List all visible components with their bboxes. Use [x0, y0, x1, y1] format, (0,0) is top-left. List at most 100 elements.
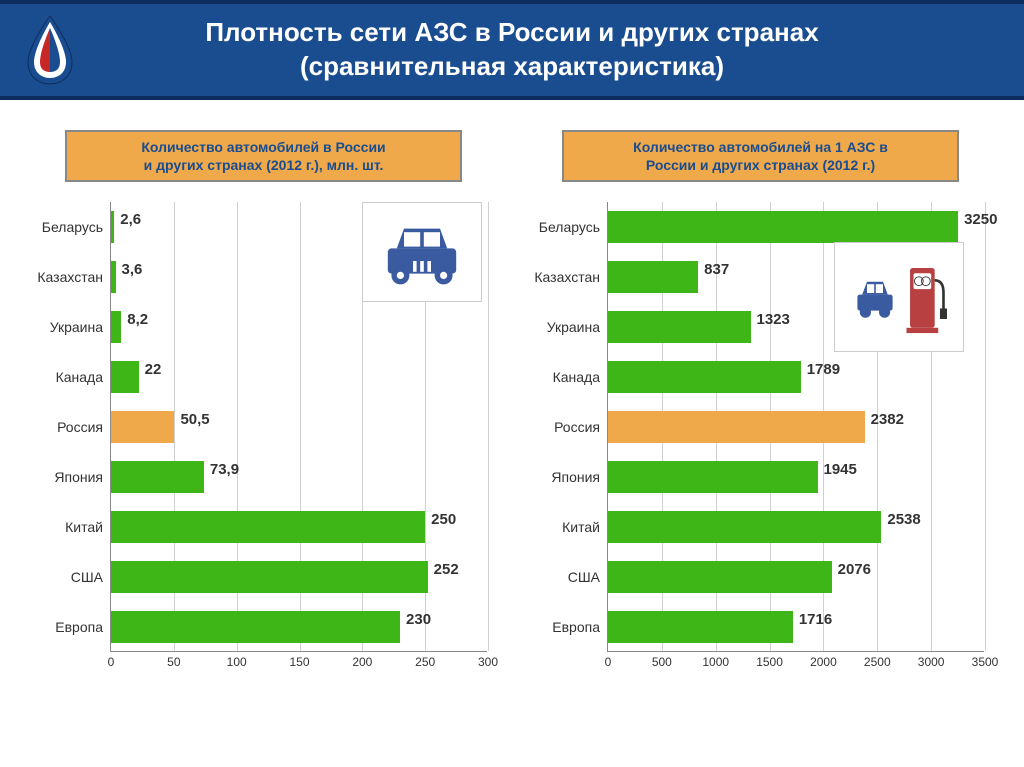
bar-row: Европа230 [111, 611, 400, 643]
title-line-1: Плотность сети АЗС в России и других стр… [205, 16, 818, 50]
x-tick: 250 [415, 655, 435, 669]
bar: 1945 [608, 461, 818, 493]
x-tick: 1000 [702, 655, 729, 669]
category-label: Канада [56, 369, 103, 385]
bar-row: Китай250 [111, 511, 425, 543]
x-tick: 50 [167, 655, 180, 669]
bar-value-label: 22 [145, 361, 162, 378]
category-label: Европа [55, 619, 103, 635]
bar: 1789 [608, 361, 801, 393]
bar-value-label: 252 [434, 561, 459, 578]
gridline [488, 202, 489, 651]
category-label: Казахстан [37, 269, 103, 285]
category-label: Китай [65, 519, 103, 535]
x-tick: 2000 [810, 655, 837, 669]
gridline [985, 202, 986, 651]
bar: 1323 [608, 311, 751, 343]
x-tick: 150 [289, 655, 309, 669]
bar-value-label: 50,5 [180, 411, 209, 428]
category-label: Украина [547, 319, 600, 335]
bar-value-label: 2,6 [120, 211, 141, 228]
x-tick: 1500 [756, 655, 783, 669]
x-tick: 0 [605, 655, 612, 669]
category-label: Казахстан [534, 269, 600, 285]
chart-right: Количество автомобилей на 1 АЗС в России… [527, 130, 994, 682]
category-label: Беларусь [539, 219, 600, 235]
x-tick: 100 [227, 655, 247, 669]
car-gas-pump-icon [834, 242, 964, 352]
bar: 252 [111, 561, 428, 593]
oil-drop-logo-icon [20, 14, 80, 86]
x-tick: 200 [352, 655, 372, 669]
bar-value-label: 8,2 [127, 311, 148, 328]
title-line-2: (сравнительная характеристика) [205, 50, 818, 84]
category-label: Россия [554, 419, 600, 435]
category-label: Канада [553, 369, 600, 385]
bar-row: Украина1323 [608, 311, 751, 343]
x-tick: 500 [652, 655, 672, 669]
category-label: Россия [57, 419, 103, 435]
chart-left-title-box: Количество автомобилей в России и других… [65, 130, 462, 182]
category-label: Китай [562, 519, 600, 535]
category-label: Украина [50, 319, 103, 335]
bar-row: США2076 [608, 561, 832, 593]
bar: 230 [111, 611, 400, 643]
bar: 837 [608, 261, 698, 293]
car-icon [362, 202, 482, 302]
bar-value-label: 2076 [838, 561, 871, 578]
bar-row: Украина8,2 [111, 311, 121, 343]
header-bar: Плотность сети АЗС в России и других стр… [0, 0, 1024, 100]
chart-right-title-box: Количество автомобилей на 1 АЗС в России… [562, 130, 959, 182]
bar-value-label: 1945 [824, 461, 857, 478]
bar-row: Китай2538 [608, 511, 881, 543]
category-label: Япония [54, 469, 103, 485]
bar-row: Беларусь2,6 [111, 211, 114, 243]
bar-value-label: 2382 [871, 411, 904, 428]
category-label: Беларусь [42, 219, 103, 235]
x-tick: 0 [108, 655, 115, 669]
category-label: Япония [551, 469, 600, 485]
bar-value-label: 1716 [799, 611, 832, 628]
category-label: США [71, 569, 103, 585]
x-tick: 3000 [918, 655, 945, 669]
bar: 73,9 [111, 461, 204, 493]
bar-row: Канада22 [111, 361, 139, 393]
bar-value-label: 3250 [964, 211, 997, 228]
chart-left: Количество автомобилей в России и других… [30, 130, 497, 682]
page-title: Плотность сети АЗС в России и других стр… [205, 16, 818, 84]
bar-row: Япония1945 [608, 461, 818, 493]
x-tick: 3500 [972, 655, 999, 669]
bar: 250 [111, 511, 425, 543]
bar: 22 [111, 361, 139, 393]
bar: 3,6 [111, 261, 116, 293]
chart-left-title: Количество автомобилей в России и других… [75, 138, 452, 174]
bar: 8,2 [111, 311, 121, 343]
x-tick: 300 [478, 655, 498, 669]
category-label: Европа [552, 619, 600, 635]
charts-container: Количество автомобилей в России и других… [0, 100, 1024, 692]
bar-value-label: 73,9 [210, 461, 239, 478]
bar-row: Европа1716 [608, 611, 793, 643]
bar: 2382 [608, 411, 865, 443]
bar-value-label: 230 [406, 611, 431, 628]
x-tick: 2500 [864, 655, 891, 669]
chart-right-area: 0500100015002000250030003500Беларусь3250… [527, 202, 994, 682]
bar-value-label: 1789 [807, 361, 840, 378]
bar-value-label: 1323 [757, 311, 790, 328]
bar-row: США252 [111, 561, 428, 593]
bar-row: Россия2382 [608, 411, 865, 443]
bar-value-label: 250 [431, 511, 456, 528]
bar: 3250 [608, 211, 958, 243]
bar-row: Казахстан837 [608, 261, 698, 293]
bar-row: Россия50,5 [111, 411, 174, 443]
bar-row: Казахстан3,6 [111, 261, 116, 293]
bar: 2076 [608, 561, 832, 593]
category-label: США [568, 569, 600, 585]
bar: 2,6 [111, 211, 114, 243]
bar: 1716 [608, 611, 793, 643]
bar: 2538 [608, 511, 881, 543]
bar: 50,5 [111, 411, 174, 443]
bar-row: Япония73,9 [111, 461, 204, 493]
bar-value-label: 3,6 [122, 261, 143, 278]
bar-value-label: 837 [704, 261, 729, 278]
